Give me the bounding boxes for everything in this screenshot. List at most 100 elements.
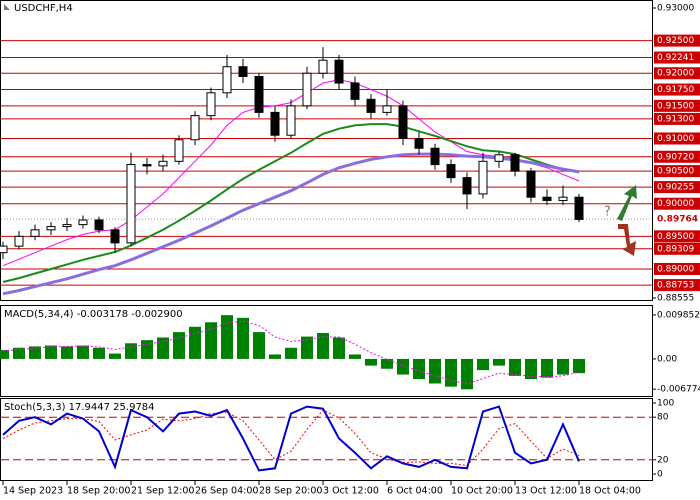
candle-body <box>366 98 376 113</box>
macd-bar <box>93 347 105 359</box>
candle-body <box>222 66 232 94</box>
level-label-bg <box>654 83 700 96</box>
candle-body <box>414 137 424 149</box>
macd-bar <box>365 358 377 366</box>
candle-body <box>558 196 568 201</box>
macd-bar <box>189 326 201 359</box>
x-tick-label: 10 Oct 20:00 <box>451 486 513 497</box>
macd-bar <box>157 337 169 359</box>
y-tick-label: 0.009852 <box>657 310 700 320</box>
candle-body <box>302 72 312 107</box>
y-tick-label: 0.93000 <box>657 4 694 14</box>
x-tick-label: 18 Sep 20:00 <box>67 486 130 497</box>
level-label-bg <box>654 242 700 255</box>
macd-bar <box>493 358 505 366</box>
level-label-bg <box>654 197 700 210</box>
candle-body <box>574 196 584 220</box>
candle-body <box>190 115 200 141</box>
candle-body <box>382 105 392 113</box>
level-label-bg <box>654 34 700 47</box>
candle-body <box>350 82 360 100</box>
level-label-bg <box>654 99 700 112</box>
candle-body <box>526 170 536 198</box>
level-label: 0.89000 <box>657 264 694 274</box>
x-tick-label: 26 Sep 04:00 <box>195 486 258 497</box>
macd-bar <box>541 358 553 378</box>
candle-body <box>174 139 184 162</box>
macd-title: MACD(5,34,4) -0.003178 -0.002900 <box>4 309 183 320</box>
macd-bar <box>333 337 345 359</box>
macd-bar <box>573 358 585 374</box>
candle-body <box>254 76 264 113</box>
main-panel <box>0 0 653 301</box>
macd-bar <box>381 358 393 369</box>
macd-bar <box>0 349 9 359</box>
annotation: ? <box>604 205 611 220</box>
macd-bar <box>429 358 441 384</box>
macd-bar <box>125 343 137 359</box>
y-tick-label: -0.006774 <box>657 385 700 395</box>
level-label-bg <box>654 112 700 125</box>
candle-body <box>94 219 104 231</box>
macd-bar <box>477 358 489 371</box>
level-label-bg <box>654 132 700 145</box>
macd-bar <box>445 358 457 387</box>
level-label-bg <box>654 67 700 80</box>
candle-body <box>30 229 40 237</box>
macd-signal <box>2 320 580 385</box>
level-label: 0.89309 <box>657 244 694 254</box>
level-label: 0.91750 <box>657 85 694 95</box>
macd-bar <box>253 332 265 359</box>
macd-bar <box>525 358 537 380</box>
level-label: 0.91500 <box>657 101 694 111</box>
macd-bar <box>349 354 361 359</box>
candle-body <box>478 160 488 195</box>
macd-bar <box>413 358 425 380</box>
macd-bar <box>237 317 249 359</box>
x-tick-label: 21 Sep 12:00 <box>131 486 194 497</box>
macd-bar <box>45 345 57 359</box>
level-label: 0.91000 <box>657 134 694 144</box>
y-tick-label: 20 <box>657 455 669 465</box>
stoch-main <box>2 405 580 472</box>
y-tick-label: 100 <box>657 399 674 409</box>
level-label-bg <box>654 51 700 64</box>
candle-body <box>0 245 8 254</box>
level-label-bg <box>654 150 700 163</box>
macd-bar <box>269 354 281 359</box>
level-label: 0.89500 <box>657 232 694 242</box>
x-tick-label: 14 Sep 2023 <box>3 486 63 497</box>
x-tick-label: 6 Oct 04:00 <box>387 486 443 497</box>
level-label-bg <box>654 165 700 178</box>
down-arrow <box>618 224 636 256</box>
moving-average <box>2 123 580 283</box>
macd-bar <box>509 358 521 376</box>
macd-bar <box>141 340 153 359</box>
candle-body <box>462 177 472 195</box>
level-label-bg <box>654 230 700 243</box>
level-label: 0.90500 <box>657 167 694 177</box>
level-label: 0.92500 <box>657 36 694 46</box>
candle-body <box>158 160 168 167</box>
candle-body <box>126 164 136 244</box>
level-label: 0.90720 <box>657 152 694 162</box>
candle-body <box>238 66 248 78</box>
x-tick-label: 18 Oct 04:00 <box>579 486 641 497</box>
candle-body <box>334 59 344 84</box>
level-label: 0.88753 <box>657 281 694 291</box>
candle-body <box>318 59 328 74</box>
y-tick-label: 80 <box>657 413 669 423</box>
macd-bar <box>557 358 569 375</box>
level-label-bg <box>654 262 700 275</box>
level-label: 0.91300 <box>657 114 694 124</box>
level-label: 0.92000 <box>657 69 694 79</box>
y-tick-label: 0 <box>657 470 663 480</box>
macd-bar <box>205 322 217 359</box>
level-label-bg <box>654 181 700 194</box>
stoch-panel <box>0 398 653 481</box>
candle-body <box>62 224 72 228</box>
candle-body <box>430 147 440 166</box>
macd-bar <box>397 358 409 375</box>
